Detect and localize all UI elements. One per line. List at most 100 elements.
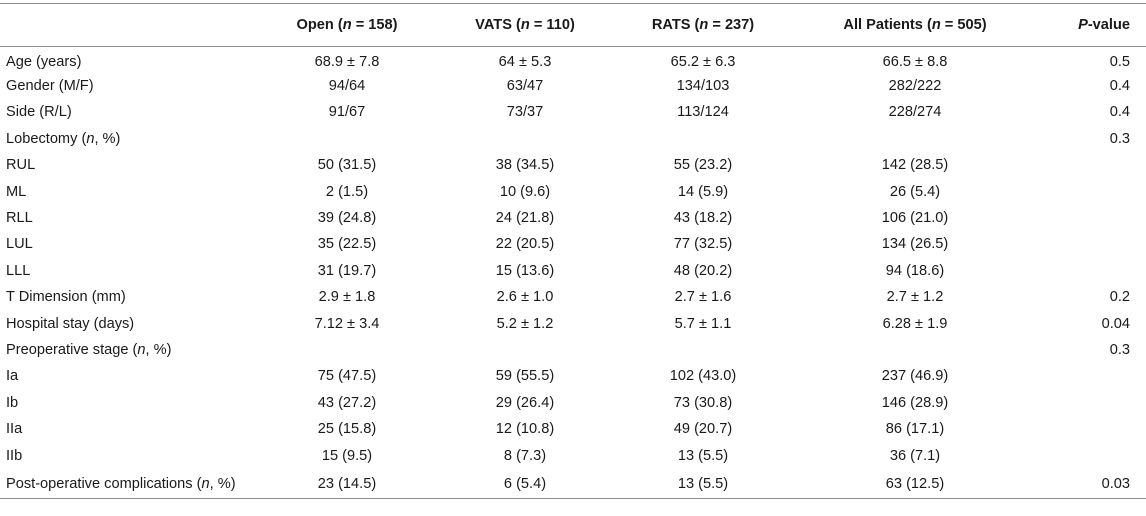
cell-rats	[614, 337, 792, 363]
cell-open: 31 (19.7)	[317, 262, 377, 279]
table-row: LLL 31 (19.7) 15 (13.6) 48 (20.2) 94 (18.6)	[0, 258, 1146, 284]
cell-rats	[614, 126, 792, 152]
cell-open: 39 (24.8)	[317, 210, 377, 227]
table-header: Open (n = 158) VATS (n = 110) RATS (n = …	[0, 3, 1146, 47]
cell-vats: 38 (34.5)	[495, 157, 555, 174]
cell-vats: 10 (9.6)	[499, 183, 551, 200]
cell-p-value	[1038, 416, 1146, 442]
cell-vats	[436, 337, 614, 363]
row-label: LLL	[6, 262, 31, 279]
cell-p-value	[1038, 152, 1146, 178]
cell-open: 2 (1.5)	[325, 183, 369, 200]
cell-vats	[436, 126, 614, 152]
row-label: IIb	[6, 447, 23, 464]
row-label: T Dimension (mm)	[6, 289, 126, 306]
cell-p-value	[1038, 363, 1146, 389]
cell-open: 43 (27.2)	[317, 394, 377, 411]
cell-all-patients	[792, 126, 1038, 152]
row-label: IIa	[6, 421, 23, 438]
row-label: RUL	[6, 157, 36, 174]
row-label: LUL	[6, 236, 33, 253]
cell-open: 2.9 ± 1.8	[318, 289, 376, 306]
row-label: Post-operative complications (n, %)	[6, 475, 236, 492]
cell-vats: 73/37	[506, 104, 544, 121]
cell-rats: 55 (23.2)	[673, 157, 733, 174]
cell-p-value: 0.04	[1101, 315, 1130, 332]
cell-p-value	[1038, 258, 1146, 284]
table-row: IIa 25 (15.8) 12 (10.8) 49 (20.7) 86 (17.1)	[0, 416, 1146, 442]
row-label: Ia	[6, 368, 19, 385]
cell-all-patients: 66.5 ± 8.8	[882, 53, 948, 70]
table-row: T Dimension (mm) 2.9 ± 1.8 2.6 ± 1.0 2.7 ± …	[0, 284, 1146, 310]
cell-vats: 59 (55.5)	[495, 368, 555, 385]
cell-rats: 48 (20.2)	[673, 262, 733, 279]
cell-p-value	[1038, 231, 1146, 257]
row-label: Age (years)	[6, 53, 82, 70]
cell-vats: 24 (21.8)	[495, 210, 555, 227]
table-row: Ia 75 (47.5) 59 (55.5) 102 (43.0) 237 (46.9)	[0, 363, 1146, 389]
cell-open	[258, 337, 436, 363]
row-label: Gender (M/F)	[6, 78, 94, 95]
row-label: Side (R/L)	[6, 104, 72, 121]
header-cell-all-patients: All Patients (n = 505)	[843, 17, 987, 33]
patient-characteristics-table-container: Open (n = 158) VATS (n = 110) RATS (n = …	[0, 3, 1146, 499]
header-row: Open (n = 158) VATS (n = 110) RATS (n = …	[0, 3, 1146, 47]
cell-all-patients: 36 (7.1)	[889, 447, 941, 464]
cell-all-patients: 228/274	[888, 104, 942, 121]
table-row: ML 2 (1.5) 10 (9.6) 14 (5.9) 26 (5.4)	[0, 178, 1146, 204]
row-label: Preoperative stage (n, %)	[6, 341, 172, 358]
cell-all-patients: 2.7 ± 1.2	[886, 289, 944, 306]
cell-open: 25 (15.8)	[317, 421, 377, 438]
cell-all-patients: 146 (28.9)	[881, 394, 949, 411]
cell-vats: 29 (26.4)	[495, 394, 555, 411]
table-row: IIb 15 (9.5) 8 (7.3) 13 (5.5) 36 (7.1)	[0, 442, 1146, 468]
cell-rats: 13 (5.5)	[677, 447, 729, 464]
row-label: Hospital stay (days)	[6, 315, 135, 332]
table-row: Age (years) 68.9 ± 7.8 64 ± 5.3 65.2 ± 6.3 6…	[0, 47, 1146, 73]
cell-all-patients: 237 (46.9)	[881, 368, 949, 385]
header-cell-open: Open (n = 158)	[296, 17, 398, 33]
cell-p-value: 0.4	[1109, 104, 1130, 121]
table-row: Lobectomy (n, %) 0.3	[0, 126, 1146, 152]
header-cell-vats: VATS (n = 110)	[475, 17, 575, 33]
cell-vats: 12 (10.8)	[495, 421, 555, 438]
table-row: Gender (M/F) 94/64 63/47 134/103 282/222 0.4	[0, 73, 1146, 99]
cell-open: 50 (31.5)	[317, 157, 377, 174]
cell-rats: 43 (18.2)	[673, 210, 733, 227]
cell-all-patients: 6.28 ± 1.9	[882, 315, 948, 332]
cell-open: 7.12 ± 3.4	[314, 315, 380, 332]
cell-open: 75 (47.5)	[317, 368, 377, 385]
cell-p-value: 0.2	[1109, 289, 1130, 306]
cell-all-patients: 94 (18.6)	[885, 262, 945, 279]
cell-rats: 65.2 ± 6.3	[670, 53, 736, 70]
cell-vats: 2.6 ± 1.0	[496, 289, 554, 306]
cell-open: 91/67	[328, 104, 366, 121]
table-row: Side (R/L) 91/67 73/37 113/124 228/274 0.4	[0, 99, 1146, 125]
cell-all-patients: 282/222	[888, 78, 942, 95]
patient-characteristics-table: Open (n = 158) VATS (n = 110) RATS (n = …	[0, 3, 1146, 499]
cell-all-patients: 142 (28.5)	[881, 157, 949, 174]
table-row: Ib 43 (27.2) 29 (26.4) 73 (30.8) 146 (28.9)	[0, 390, 1146, 416]
cell-vats: 15 (13.6)	[495, 262, 555, 279]
table-body: Age (years) 68.9 ± 7.8 64 ± 5.3 65.2 ± 6.3 6…	[0, 47, 1146, 499]
cell-p-value	[1038, 442, 1146, 468]
table-row: Preoperative stage (n, %) 0.3	[0, 337, 1146, 363]
row-label: RLL	[6, 210, 33, 227]
cell-open: 35 (22.5)	[317, 236, 377, 253]
row-label: Ib	[6, 394, 19, 411]
cell-p-value: 0.3	[1109, 130, 1130, 147]
cell-open	[258, 126, 436, 152]
cell-rats: 73 (30.8)	[673, 394, 733, 411]
cell-open: 68.9 ± 7.8	[314, 53, 380, 70]
cell-open: 94/64	[328, 78, 366, 95]
row-label: ML	[6, 183, 27, 200]
cell-all-patients: 106 (21.0)	[881, 210, 949, 227]
cell-all-patients: 86 (17.1)	[885, 421, 945, 438]
table-row: Hospital stay (days) 7.12 ± 3.4 5.2 ± 1.2 5…	[0, 310, 1146, 336]
cell-p-value: 0.3	[1109, 341, 1130, 358]
cell-rats: 49 (20.7)	[673, 421, 733, 438]
header-cell-p-value: P-value	[1078, 17, 1130, 33]
cell-p-value: 0.5	[1109, 53, 1130, 70]
cell-vats: 64 ± 5.3	[498, 53, 552, 70]
cell-p-value	[1038, 178, 1146, 204]
